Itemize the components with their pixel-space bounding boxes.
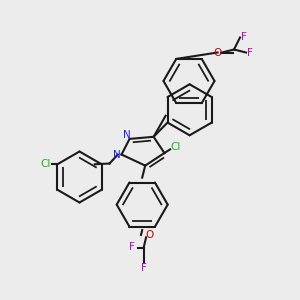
Text: O: O bbox=[145, 230, 153, 240]
Text: O: O bbox=[213, 47, 222, 58]
Text: F: F bbox=[241, 32, 247, 43]
Text: N: N bbox=[113, 149, 121, 160]
Text: F: F bbox=[247, 47, 253, 58]
Text: F: F bbox=[129, 242, 135, 253]
Text: F: F bbox=[141, 262, 147, 273]
Text: Cl: Cl bbox=[40, 159, 51, 169]
Text: N: N bbox=[123, 130, 131, 140]
Text: Cl: Cl bbox=[170, 142, 181, 152]
